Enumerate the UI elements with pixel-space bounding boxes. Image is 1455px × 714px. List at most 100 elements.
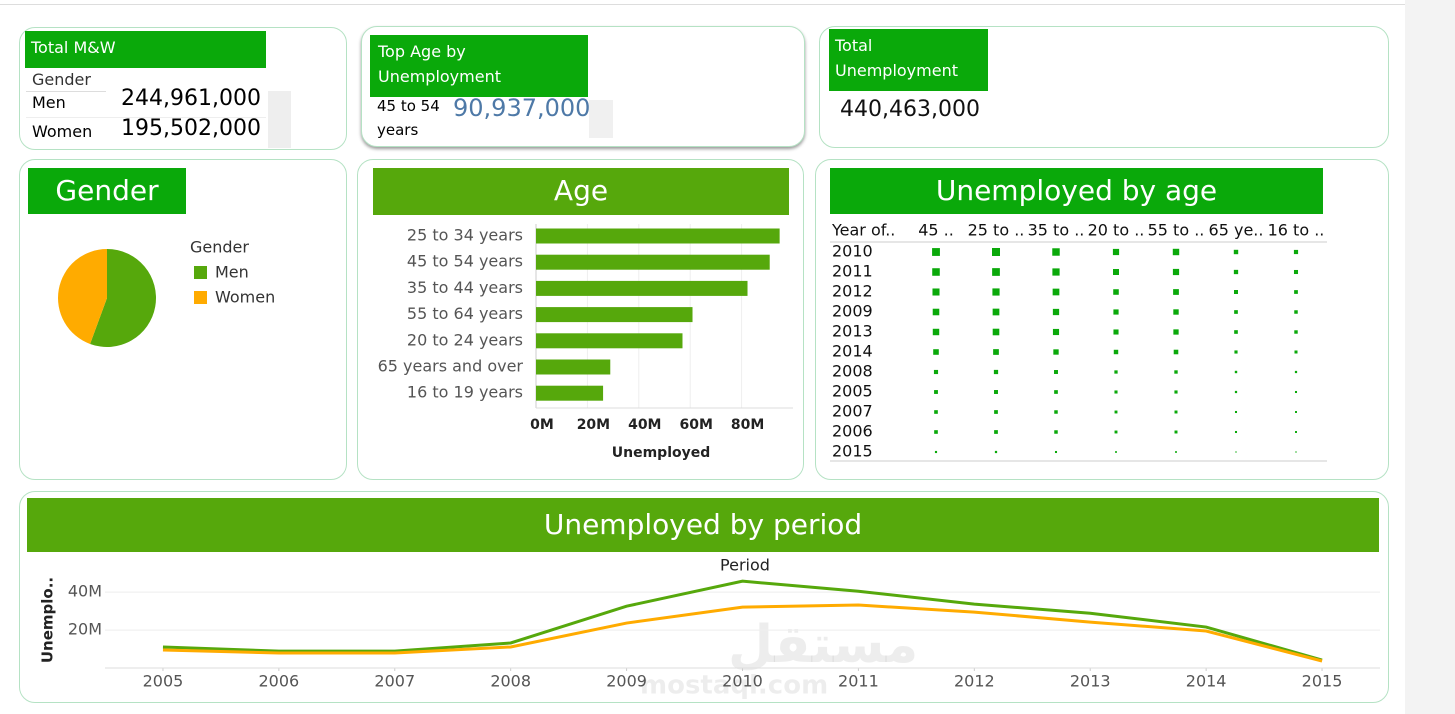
y-tick-label: 55 to 64 years — [407, 304, 523, 323]
bar — [536, 385, 604, 401]
row-label: 2005 — [832, 382, 873, 401]
size-square — [1295, 431, 1297, 433]
size-square — [932, 268, 940, 276]
side-strip — [1405, 0, 1455, 714]
x-tick-label: 20M — [577, 417, 610, 433]
size-square — [1234, 410, 1238, 414]
size-square — [1114, 430, 1118, 434]
size-square — [1172, 248, 1180, 256]
y-tick-label: 20 to 24 years — [407, 330, 523, 349]
size-square — [1172, 268, 1180, 276]
size-square — [994, 390, 998, 394]
size-square — [1233, 269, 1239, 275]
size-square — [1052, 288, 1060, 296]
chart-title: Age — [373, 168, 789, 215]
size-square — [1294, 310, 1298, 314]
size-square — [934, 390, 938, 394]
axis-title: Period — [720, 556, 770, 575]
size-square — [1173, 349, 1179, 355]
column-header: 45 .. — [918, 221, 954, 240]
size-square — [994, 410, 998, 414]
size-square — [1052, 328, 1060, 336]
size-square — [1174, 410, 1178, 414]
row-label: 2008 — [832, 362, 873, 381]
size-square — [1294, 330, 1298, 334]
row-label: 2015 — [832, 442, 873, 461]
y-tick-label: 20M — [68, 620, 102, 639]
x-tick-label: 0M — [530, 417, 554, 433]
watermark: mostaql.com — [640, 671, 828, 701]
size-square — [1115, 451, 1117, 453]
x-tick-label: 2012 — [954, 672, 995, 691]
kpi-value: 90,937,000 — [453, 94, 591, 122]
chart-title: Gender — [28, 168, 186, 214]
bar — [536, 333, 683, 349]
size-square — [934, 430, 938, 434]
chart-title: Unemployed by age — [830, 168, 1323, 214]
row-label: 2011 — [832, 262, 873, 281]
card-title: Top Age by Unemployment — [370, 35, 588, 97]
row-value: 195,502,000 — [121, 116, 261, 141]
bar — [536, 228, 780, 244]
size-square — [992, 328, 1000, 336]
y-tick-label: 40M — [68, 582, 102, 601]
row-label: Men — [32, 93, 66, 112]
size-square — [932, 328, 940, 336]
row-value: 244,961,000 — [121, 86, 261, 111]
card-title: Total Unemployment — [829, 29, 988, 91]
kpi-value: 440,463,000 — [840, 97, 980, 122]
y-tick-label: 45 to 54 years — [407, 252, 523, 271]
size-square — [1234, 310, 1238, 314]
size-square — [1054, 430, 1058, 434]
x-tick-label: 60M — [679, 417, 712, 433]
bar — [536, 280, 748, 296]
row-label: 2012 — [832, 282, 873, 301]
bar — [536, 254, 770, 270]
watermark: مستقل — [728, 615, 918, 675]
y-tick-label: 25 to 34 years — [407, 226, 523, 245]
size-square — [1173, 309, 1179, 315]
row-label: 2013 — [832, 322, 873, 341]
column-header: 16 to .. — [1268, 221, 1325, 240]
size-square — [1113, 329, 1119, 335]
x-tick-label: 2008 — [490, 672, 531, 691]
size-square — [1294, 390, 1298, 394]
size-square — [1294, 350, 1298, 354]
size-square — [1234, 330, 1238, 334]
row-label: 2006 — [832, 422, 873, 441]
size-square — [1052, 248, 1060, 256]
row-header: Year of.. — [831, 221, 895, 240]
size-square — [1173, 329, 1179, 335]
scrollbar — [589, 100, 613, 138]
size-square — [1234, 430, 1238, 434]
pie-slice — [57, 249, 107, 344]
row-label: 2009 — [832, 302, 873, 321]
size-square — [1113, 349, 1119, 355]
size-square — [933, 349, 939, 355]
size-square — [1293, 269, 1299, 275]
y-tick-label: 35 to 44 years — [407, 278, 523, 297]
size-square — [1234, 350, 1238, 354]
size-square — [932, 248, 940, 256]
row-label: 2014 — [832, 342, 873, 361]
x-tick-label: 2013 — [1070, 672, 1111, 691]
size-square — [994, 430, 998, 434]
y-tick-label: 65 years and over — [378, 357, 524, 376]
x-tick-label: 2011 — [838, 672, 879, 691]
axis-label: Unemplo.. — [39, 577, 57, 663]
x-tick-label: 2009 — [606, 672, 647, 691]
size-square — [1234, 390, 1238, 394]
size-square — [934, 410, 938, 414]
size-square — [1054, 390, 1058, 394]
line-series — [162, 603, 1323, 663]
rule — [26, 117, 266, 118]
legend-label: Men — [215, 263, 249, 282]
size-square — [1113, 309, 1119, 315]
x-tick-label: 2006 — [259, 672, 300, 691]
size-square — [1113, 269, 1119, 275]
row-label: 2007 — [832, 402, 873, 421]
table-header: Gender — [32, 70, 91, 89]
x-tick-label: 2007 — [374, 672, 415, 691]
